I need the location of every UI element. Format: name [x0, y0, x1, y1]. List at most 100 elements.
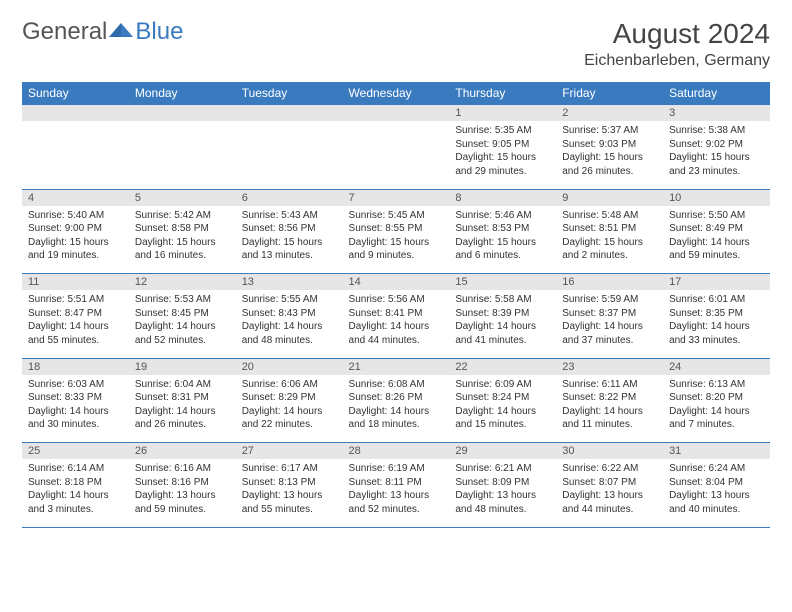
info-row: Sunrise: 5:35 AMSunset: 9:05 PMDaylight:… — [22, 121, 770, 189]
day-number: 31 — [663, 443, 770, 460]
daylight-line: Daylight: 14 hours and 44 minutes. — [349, 320, 444, 347]
dow-header: Friday — [556, 82, 663, 105]
day-info: Sunrise: 6:19 AMSunset: 8:11 PMDaylight:… — [343, 459, 450, 527]
daylight-line: Daylight: 14 hours and 52 minutes. — [135, 320, 230, 347]
sunrise-line: Sunrise: 5:42 AM — [135, 209, 230, 223]
sunset-line: Sunset: 8:55 PM — [349, 222, 444, 236]
logo-icon — [109, 18, 135, 46]
calendar-table: Sunday Monday Tuesday Wednesday Thursday… — [22, 82, 770, 528]
sunrise-line: Sunrise: 5:37 AM — [562, 124, 657, 138]
day-info: Sunrise: 5:55 AMSunset: 8:43 PMDaylight:… — [236, 290, 343, 358]
daynum-row: 123 — [22, 105, 770, 122]
day-number: 23 — [556, 358, 663, 375]
sunrise-line: Sunrise: 5:55 AM — [242, 293, 337, 307]
day-info: Sunrise: 5:40 AMSunset: 9:00 PMDaylight:… — [22, 206, 129, 274]
sunrise-line: Sunrise: 6:09 AM — [455, 378, 550, 392]
dow-header: Saturday — [663, 82, 770, 105]
day-info — [129, 121, 236, 189]
day-number: 1 — [449, 105, 556, 122]
day-number — [343, 105, 450, 122]
sunrise-line: Sunrise: 6:14 AM — [28, 462, 123, 476]
sunset-line: Sunset: 8:51 PM — [562, 222, 657, 236]
sunrise-line: Sunrise: 6:13 AM — [669, 378, 764, 392]
daylight-line: Daylight: 14 hours and 11 minutes. — [562, 405, 657, 432]
day-info: Sunrise: 5:53 AMSunset: 8:45 PMDaylight:… — [129, 290, 236, 358]
sunset-line: Sunset: 8:56 PM — [242, 222, 337, 236]
daynum-row: 45678910 — [22, 189, 770, 206]
daylight-line: Daylight: 15 hours and 29 minutes. — [455, 151, 550, 178]
day-info: Sunrise: 6:03 AMSunset: 8:33 PMDaylight:… — [22, 375, 129, 443]
day-number: 13 — [236, 274, 343, 291]
sunrise-line: Sunrise: 5:46 AM — [455, 209, 550, 223]
day-number: 21 — [343, 358, 450, 375]
day-number: 5 — [129, 189, 236, 206]
day-number — [236, 105, 343, 122]
day-number: 17 — [663, 274, 770, 291]
sunset-line: Sunset: 8:16 PM — [135, 476, 230, 490]
daylight-line: Daylight: 14 hours and 37 minutes. — [562, 320, 657, 347]
day-info: Sunrise: 6:04 AMSunset: 8:31 PMDaylight:… — [129, 375, 236, 443]
dow-header: Monday — [129, 82, 236, 105]
sunrise-line: Sunrise: 5:50 AM — [669, 209, 764, 223]
sunrise-line: Sunrise: 5:40 AM — [28, 209, 123, 223]
daynum-row: 11121314151617 — [22, 274, 770, 291]
daylight-line: Daylight: 15 hours and 9 minutes. — [349, 236, 444, 263]
daylight-line: Daylight: 14 hours and 55 minutes. — [28, 320, 123, 347]
title-block: August 2024 Eichenbarleben, Germany — [584, 18, 770, 70]
day-number: 22 — [449, 358, 556, 375]
sunset-line: Sunset: 9:00 PM — [28, 222, 123, 236]
day-info: Sunrise: 6:09 AMSunset: 8:24 PMDaylight:… — [449, 375, 556, 443]
day-info: Sunrise: 6:11 AMSunset: 8:22 PMDaylight:… — [556, 375, 663, 443]
day-number: 4 — [22, 189, 129, 206]
day-info: Sunrise: 5:58 AMSunset: 8:39 PMDaylight:… — [449, 290, 556, 358]
day-number: 27 — [236, 443, 343, 460]
day-info: Sunrise: 6:13 AMSunset: 8:20 PMDaylight:… — [663, 375, 770, 443]
logo-text-2: Blue — [135, 18, 183, 46]
daylight-line: Daylight: 14 hours and 59 minutes. — [669, 236, 764, 263]
daylight-line: Daylight: 14 hours and 33 minutes. — [669, 320, 764, 347]
sunset-line: Sunset: 8:20 PM — [669, 391, 764, 405]
sunrise-line: Sunrise: 5:58 AM — [455, 293, 550, 307]
day-number: 12 — [129, 274, 236, 291]
logo-text-1: General — [22, 18, 107, 46]
location: Eichenbarleben, Germany — [584, 52, 770, 70]
day-info: Sunrise: 5:45 AMSunset: 8:55 PMDaylight:… — [343, 206, 450, 274]
sunset-line: Sunset: 9:05 PM — [455, 138, 550, 152]
day-info: Sunrise: 6:22 AMSunset: 8:07 PMDaylight:… — [556, 459, 663, 527]
day-number: 24 — [663, 358, 770, 375]
sunset-line: Sunset: 8:37 PM — [562, 307, 657, 321]
daylight-line: Daylight: 13 hours and 40 minutes. — [669, 489, 764, 516]
day-info: Sunrise: 5:38 AMSunset: 9:02 PMDaylight:… — [663, 121, 770, 189]
sunrise-line: Sunrise: 6:04 AM — [135, 378, 230, 392]
sunrise-line: Sunrise: 5:51 AM — [28, 293, 123, 307]
day-number: 14 — [343, 274, 450, 291]
sunrise-line: Sunrise: 6:06 AM — [242, 378, 337, 392]
day-number: 28 — [343, 443, 450, 460]
day-number: 3 — [663, 105, 770, 122]
daylight-line: Daylight: 13 hours and 59 minutes. — [135, 489, 230, 516]
day-info: Sunrise: 5:37 AMSunset: 9:03 PMDaylight:… — [556, 121, 663, 189]
sunrise-line: Sunrise: 5:43 AM — [242, 209, 337, 223]
daylight-line: Daylight: 14 hours and 15 minutes. — [455, 405, 550, 432]
daylight-line: Daylight: 14 hours and 41 minutes. — [455, 320, 550, 347]
day-number: 10 — [663, 189, 770, 206]
daylight-line: Daylight: 14 hours and 18 minutes. — [349, 405, 444, 432]
sunset-line: Sunset: 8:18 PM — [28, 476, 123, 490]
sunset-line: Sunset: 8:09 PM — [455, 476, 550, 490]
day-info: Sunrise: 6:14 AMSunset: 8:18 PMDaylight:… — [22, 459, 129, 527]
sunset-line: Sunset: 8:29 PM — [242, 391, 337, 405]
sunrise-line: Sunrise: 5:59 AM — [562, 293, 657, 307]
day-number — [129, 105, 236, 122]
day-number: 29 — [449, 443, 556, 460]
sunset-line: Sunset: 9:02 PM — [669, 138, 764, 152]
daylight-line: Daylight: 14 hours and 48 minutes. — [242, 320, 337, 347]
sunrise-line: Sunrise: 6:24 AM — [669, 462, 764, 476]
sunrise-line: Sunrise: 6:21 AM — [455, 462, 550, 476]
day-info: Sunrise: 5:56 AMSunset: 8:41 PMDaylight:… — [343, 290, 450, 358]
day-info: Sunrise: 5:46 AMSunset: 8:53 PMDaylight:… — [449, 206, 556, 274]
daylight-line: Daylight: 13 hours and 48 minutes. — [455, 489, 550, 516]
sunrise-line: Sunrise: 6:16 AM — [135, 462, 230, 476]
sunset-line: Sunset: 8:04 PM — [669, 476, 764, 490]
sunrise-line: Sunrise: 5:38 AM — [669, 124, 764, 138]
daylight-line: Daylight: 14 hours and 26 minutes. — [135, 405, 230, 432]
